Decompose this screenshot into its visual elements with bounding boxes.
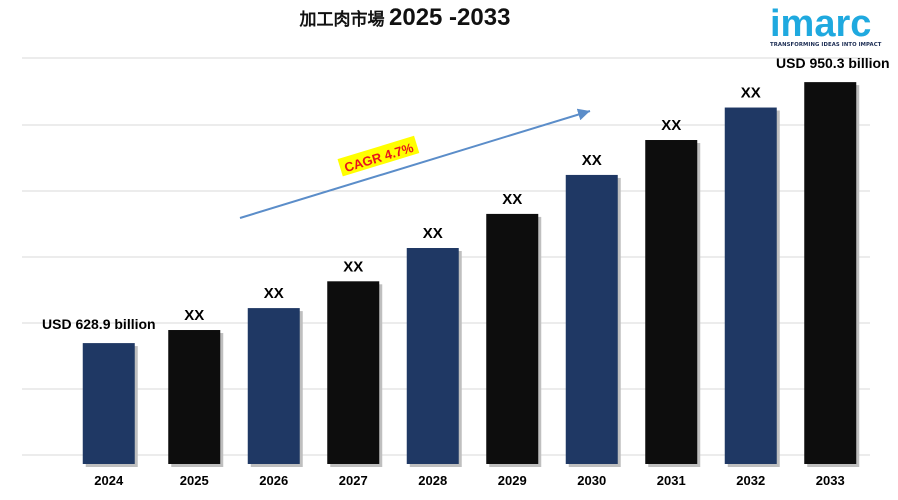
bar-2025	[168, 330, 221, 464]
cagr-highlight	[337, 135, 420, 177]
value-label-2026: XX	[264, 285, 284, 302]
cagr-annotation: CAGR 4.7%	[239, 108, 591, 219]
cagr-label: CAGR 4.7%	[337, 135, 420, 177]
chart-title: 加工肉市場 2025 -2033	[0, 4, 810, 32]
bar-2030	[565, 174, 618, 465]
value-label-2029: XX	[502, 191, 522, 208]
bar-2033	[804, 82, 857, 465]
value-label-2028: XX	[423, 225, 443, 242]
x-tick-2031: 2031	[657, 473, 686, 488]
value-label-2027: XX	[343, 258, 363, 275]
imarc-logo: imarc TRANSFORMING IDEAS INTO IMPACT	[770, 3, 882, 48]
logo-tagline: TRANSFORMING IDEAS INTO IMPACT	[770, 42, 882, 48]
x-tick-2026: 2026	[259, 473, 288, 488]
cagr-arrow	[239, 108, 591, 219]
chart-title-years: 2025 -2033	[389, 4, 511, 31]
chart-title-cjk: 加工肉市場	[299, 10, 385, 30]
x-tick-2029: 2029	[498, 473, 527, 488]
value-label-2032: XX	[741, 85, 761, 102]
x-tick-2028: 2028	[418, 473, 447, 488]
x-tick-2030: 2030	[577, 473, 606, 488]
value-label-2025: XX	[184, 307, 204, 324]
cagr-text: CAGR 4.7%	[342, 140, 415, 175]
value-label-2033: USD 950.3 billion	[776, 55, 890, 71]
x-axis-labels: 2024 2025 2026 2027 2028 2029 2030 2031 2032 2033	[94, 473, 844, 488]
value-labels-group: USD 628.9 billion XX XX XX XX XX XX XX XX USD 950…	[42, 55, 890, 332]
bar-2031	[645, 140, 698, 464]
bar-2028	[406, 248, 459, 464]
bar-2032	[724, 107, 777, 465]
value-label-2030: XX	[582, 152, 602, 169]
bar-2027	[327, 281, 380, 464]
x-tick-2027: 2027	[339, 473, 368, 488]
bar-2026	[247, 308, 300, 464]
x-tick-2032: 2032	[736, 473, 765, 488]
value-label-2024: USD 628.9 billion	[42, 316, 156, 332]
x-tick-2024: 2024	[94, 473, 124, 488]
value-label-2031: XX	[661, 117, 681, 134]
bars-group	[82, 82, 860, 468]
x-tick-2033: 2033	[816, 473, 845, 488]
bar-2029	[486, 213, 539, 464]
logo-wordmark: imarc	[770, 3, 872, 45]
x-tick-2025: 2025	[180, 473, 209, 488]
bar-2024	[82, 343, 135, 464]
